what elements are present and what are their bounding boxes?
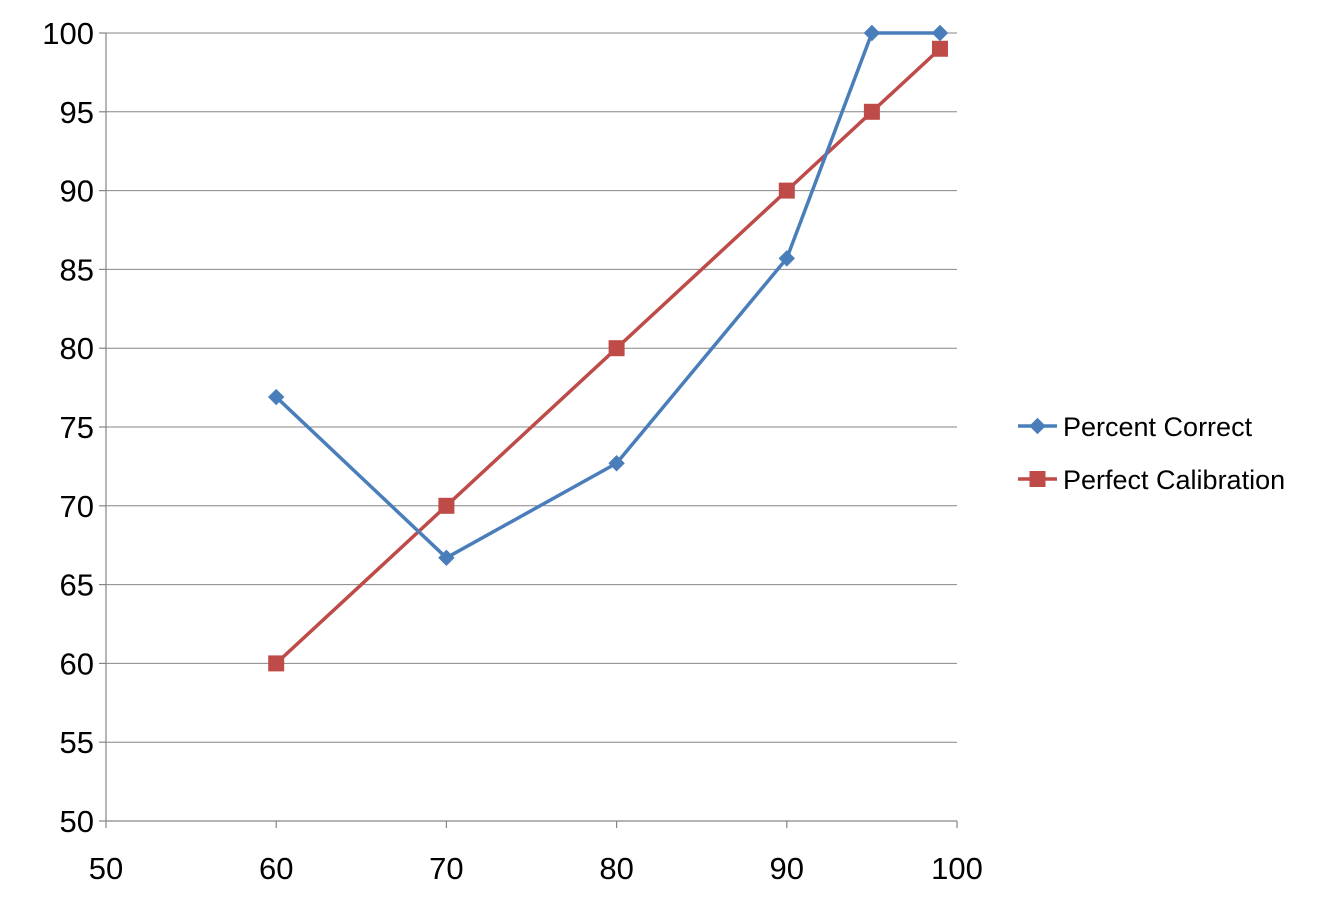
y-tick-label-80: 80 [60, 331, 94, 366]
percent-correct-point-0 [267, 388, 285, 406]
perfect-calibration-point-2 [608, 340, 625, 357]
y-tick-label-50: 50 [60, 804, 94, 839]
y-tick-label-70: 70 [60, 489, 94, 524]
x-tick-label-50: 50 [89, 851, 123, 886]
legend-entry-percent-correct: Percent Correct [1018, 412, 1253, 442]
perfect-calibration-point-4 [863, 103, 880, 120]
data-series [267, 24, 949, 672]
percent-correct-line [274, 31, 940, 560]
perfect-calibration-line [275, 47, 942, 665]
x-tick-label-70: 70 [429, 851, 463, 886]
legend-marker-percent-correct [1029, 417, 1046, 435]
percent-correct-point-3 [778, 250, 796, 267]
y-tick-label-60: 60 [60, 646, 94, 681]
percent-correct-point-4 [863, 24, 881, 42]
y-tick-label-90: 90 [60, 174, 94, 209]
percent-correct-point-2 [608, 455, 625, 472]
y-tick-label-75: 75 [60, 410, 94, 445]
legend-entry-perfect-calibration: Perfect Calibration [1018, 465, 1285, 495]
x-tick-label-100: 100 [931, 851, 983, 886]
perfect-calibration-point-5 [931, 40, 948, 57]
x-tick-label-80: 80 [599, 851, 633, 886]
series-percent-correct [267, 24, 949, 567]
percent-correct-point-5 [931, 24, 949, 42]
legend-label-perfect-calibration: Perfect Calibration [1063, 465, 1285, 495]
series-perfect-calibration [268, 40, 948, 672]
perfect-calibration-point-1 [438, 497, 455, 514]
legend-marker-perfect-calibration [1029, 471, 1046, 487]
y-tick-label-55: 55 [60, 725, 94, 760]
x-tick-label-60: 60 [259, 851, 293, 886]
axes: 50 55 60 65 70 75 80 85 90 95 100 50 60 70 80 90 100 [42, 16, 983, 886]
y-tick-label-65: 65 [60, 568, 94, 603]
y-tick-label-85: 85 [60, 252, 94, 287]
y-tick-label-95: 95 [60, 95, 94, 130]
legend: Percent Correct Perfect Calibration [1018, 412, 1285, 495]
legend-label-percent-correct: Percent Correct [1063, 412, 1253, 442]
perfect-calibration-point-3 [778, 182, 795, 199]
perfect-calibration-point-0 [268, 655, 285, 672]
gridlines [106, 32, 957, 743]
percent-correct-point-1 [438, 549, 455, 567]
x-tick-label-90: 90 [770, 851, 804, 886]
y-tick-label-100: 100 [42, 16, 94, 51]
